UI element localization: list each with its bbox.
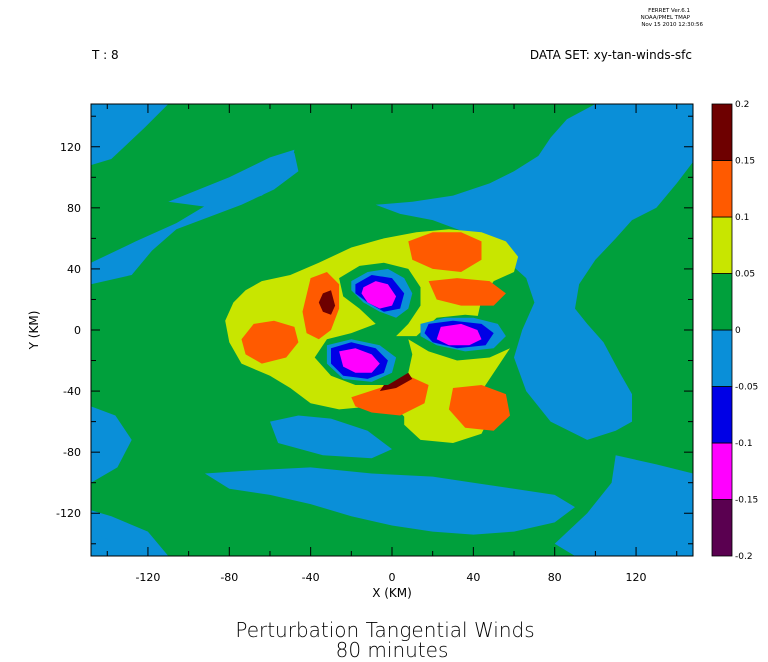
colorbar-label-2: -0.1 bbox=[735, 439, 753, 449]
stamp-line-3: Nov 15 2010 12:30:56 bbox=[641, 22, 703, 28]
colorbar-label-6: 0.1 bbox=[735, 213, 749, 223]
colorbar-swatch-5 bbox=[711, 216, 733, 274]
time-label: T : 8 bbox=[91, 48, 119, 62]
contour-region-5 bbox=[375, 104, 693, 440]
contour-region-29 bbox=[339, 348, 380, 373]
x-tick-label: -40 bbox=[302, 571, 320, 584]
colorbar: -0.2 -0.15 -0.1 -0.05 0 0.05 0.1 0.15 0.2 bbox=[711, 100, 758, 562]
plot-area bbox=[91, 104, 693, 556]
y-tick-label: 40 bbox=[67, 263, 81, 276]
contour-region-27 bbox=[361, 281, 397, 309]
minor-ticks bbox=[91, 104, 693, 556]
contour-region-15 bbox=[428, 278, 506, 306]
chart-title: Perturbation Tangential Winds bbox=[235, 618, 534, 642]
y-axis-title: Y (KM) bbox=[27, 311, 41, 351]
contour-region-0 bbox=[91, 104, 169, 166]
colorbar-label-7: 0.15 bbox=[735, 157, 755, 167]
colorbar-swatch-2 bbox=[711, 386, 733, 444]
x-tick-label: -120 bbox=[135, 571, 160, 584]
contour-region-1 bbox=[91, 406, 132, 483]
contour-region-4 bbox=[168, 149, 295, 208]
stamp-line-1: FERRET Ver.6.1 bbox=[648, 8, 690, 14]
stamp-line-2: NOAA/PMEL TMAP bbox=[641, 15, 691, 21]
contour-region-9 bbox=[91, 531, 128, 556]
colorbar-label-4: 0 bbox=[735, 326, 741, 336]
colorbar-swatch-0 bbox=[711, 499, 733, 557]
colorbar-swatch-4 bbox=[711, 273, 733, 331]
colorbar-label-0: -0.2 bbox=[735, 552, 753, 562]
chart-subtitle: 80 minutes bbox=[336, 638, 449, 662]
colorbar-swatch-1 bbox=[711, 442, 733, 500]
y-tick-label: -120 bbox=[56, 507, 81, 520]
contour-region-19 bbox=[379, 372, 413, 392]
ferret-stamp: FERRET Ver.6.1 NOAA/PMEL TMAP Nov 15 201… bbox=[641, 8, 704, 28]
x-tick-label: -80 bbox=[220, 571, 238, 584]
colorbar-label-8: 0.2 bbox=[735, 100, 749, 110]
y-tick-label: -80 bbox=[63, 446, 81, 459]
y-axis: -120 -80 -40 0 40 80 120 bbox=[56, 141, 693, 520]
colorbar-swatch-7 bbox=[711, 103, 733, 161]
contour-region-14 bbox=[408, 232, 482, 272]
y-tick-label: 120 bbox=[60, 141, 81, 154]
colorbar-swatch-6 bbox=[711, 160, 733, 218]
contour-region-8 bbox=[554, 455, 693, 556]
contour-region-6 bbox=[270, 415, 392, 459]
colorbar-label-5: 0.05 bbox=[735, 270, 755, 280]
contour-region-18 bbox=[318, 290, 336, 315]
colorbar-swatch-3 bbox=[711, 329, 733, 387]
y-tick-label: 0 bbox=[74, 324, 81, 337]
x-tick-label: 0 bbox=[389, 571, 396, 584]
x-tick-label: 80 bbox=[548, 571, 562, 584]
x-axis-title: X (KM) bbox=[372, 586, 412, 600]
x-axis: -120 -80 -40 0 40 80 120 bbox=[135, 104, 647, 584]
contour-region-17 bbox=[448, 385, 510, 431]
contour-region-12 bbox=[241, 320, 299, 364]
contour-region-16 bbox=[351, 375, 429, 416]
contour-regions bbox=[91, 104, 693, 556]
x-tick-label: 120 bbox=[626, 571, 647, 584]
contour-region-28 bbox=[436, 323, 482, 346]
x-tick-label: 40 bbox=[466, 571, 480, 584]
dataset-label: DATA SET: xy-tan-winds-sfc bbox=[530, 48, 692, 62]
y-tick-label: -40 bbox=[63, 385, 81, 398]
y-tick-label: 80 bbox=[67, 202, 81, 215]
colorbar-label-3: -0.05 bbox=[735, 383, 758, 393]
contour-region-7 bbox=[204, 467, 575, 535]
colorbar-label-1: -0.15 bbox=[735, 496, 758, 506]
